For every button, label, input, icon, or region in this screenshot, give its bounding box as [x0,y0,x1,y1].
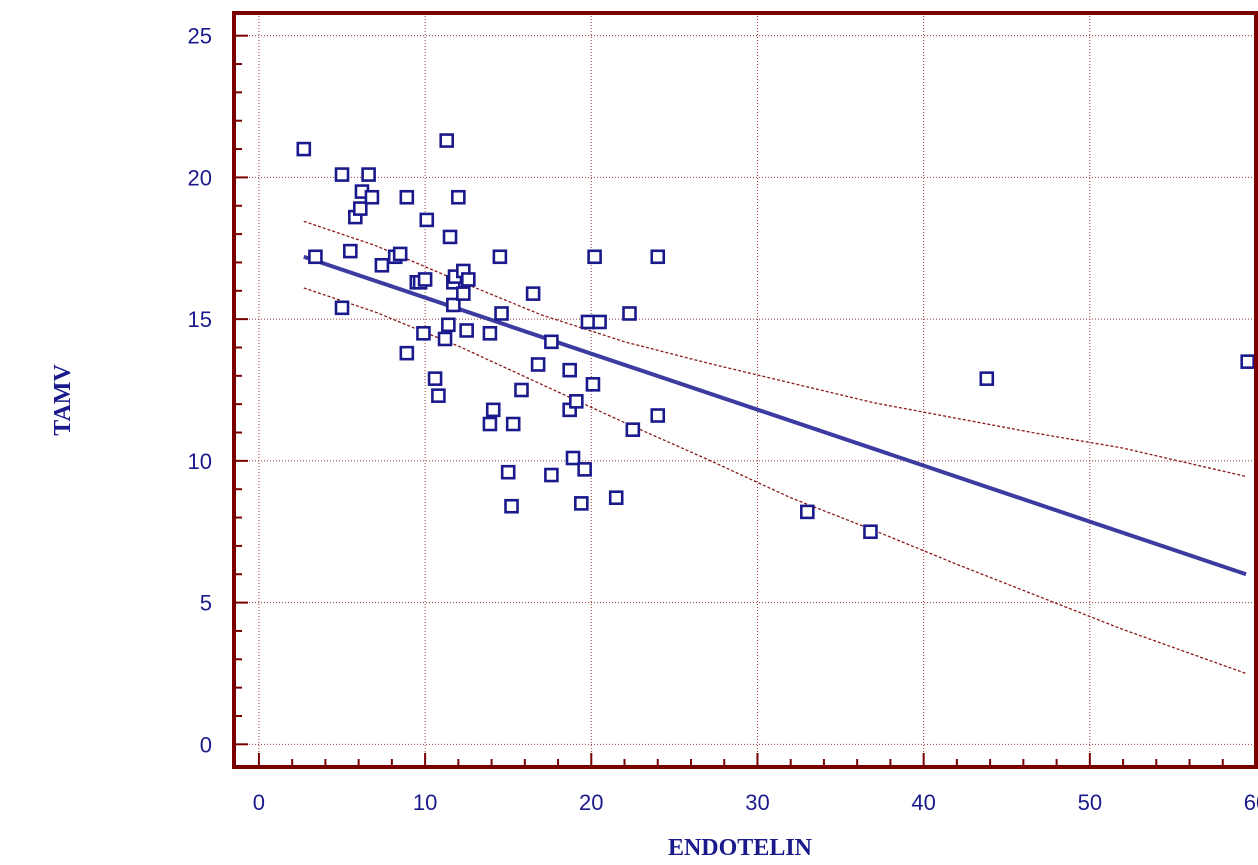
x-tick-label: 0 [253,790,265,815]
data-point [650,408,666,423]
data-point [562,362,577,378]
data-point [587,249,602,265]
data-point [427,371,443,386]
data-point [574,496,589,511]
x-axis-title: ENDOTELIN [668,835,813,861]
data-point [343,243,358,259]
data-point [525,286,541,301]
data-point [334,167,350,182]
plot-frame [232,11,1258,769]
data-point [399,189,415,205]
data-point [504,498,519,514]
data-point [485,402,501,418]
data-point [492,249,508,265]
data-point [979,371,995,386]
data-point [352,201,368,216]
data-point [296,141,312,157]
y-axis-title: TAMV [50,364,76,436]
data-point [500,464,516,480]
data-point [416,326,431,341]
data-point [461,272,476,287]
x-tick-label: 50 [1078,790,1102,815]
data-point [417,272,433,287]
x-tick-label: 40 [911,790,935,815]
data-point [577,462,592,477]
x-tick-label: 20 [579,790,603,815]
data-point [361,167,376,182]
data-point [308,249,323,265]
data-points [296,133,1255,540]
data-point [622,306,637,321]
data-point [625,422,641,437]
data-point [482,416,498,432]
data-point [863,524,878,540]
data-point [580,314,596,330]
data-point [800,504,815,520]
data-point [544,467,559,483]
data-point [364,189,380,205]
data-point [1240,354,1255,369]
y-tick-label: 25 [188,24,212,49]
data-point [514,382,529,398]
axis-ticks [234,34,1257,767]
data-point [439,133,455,148]
data-point [494,306,509,321]
regression-line-layer [303,254,1247,577]
confidence-bands [303,220,1247,675]
data-point [419,212,435,228]
y-tick-label: 15 [188,307,212,332]
tick-labels: 0 10 20 30 40 50 60 0 5 10 15 20 25 [188,24,1258,815]
data-point [442,229,458,245]
data-point [441,317,456,333]
data-point [446,297,461,313]
y-tick-label: 5 [200,591,212,616]
data-point [374,257,390,273]
data-point [565,450,581,466]
ci-upper-line [303,220,1247,478]
grid-layer [234,13,1257,767]
data-point [459,323,474,338]
data-point [650,249,666,265]
data-point [334,300,350,316]
data-point [399,345,415,361]
y-tick-label: 20 [188,165,212,190]
data-point [585,377,601,392]
y-tick-label: 10 [188,449,212,474]
x-tick-label: 60 [1244,790,1258,815]
y-tick-label: 0 [200,732,212,757]
data-point [431,388,446,403]
data-point [530,357,546,372]
data-point [451,189,466,205]
data-point [608,490,624,506]
data-point [592,314,607,330]
data-point [482,326,498,341]
regression-line [303,254,1247,577]
data-point [569,394,584,409]
data-point [437,331,453,347]
x-tick-label: 10 [413,790,437,815]
data-point [505,416,521,432]
x-tick-label: 30 [745,790,769,815]
data-point [392,246,408,262]
data-point [456,286,471,301]
data-point [544,334,559,350]
